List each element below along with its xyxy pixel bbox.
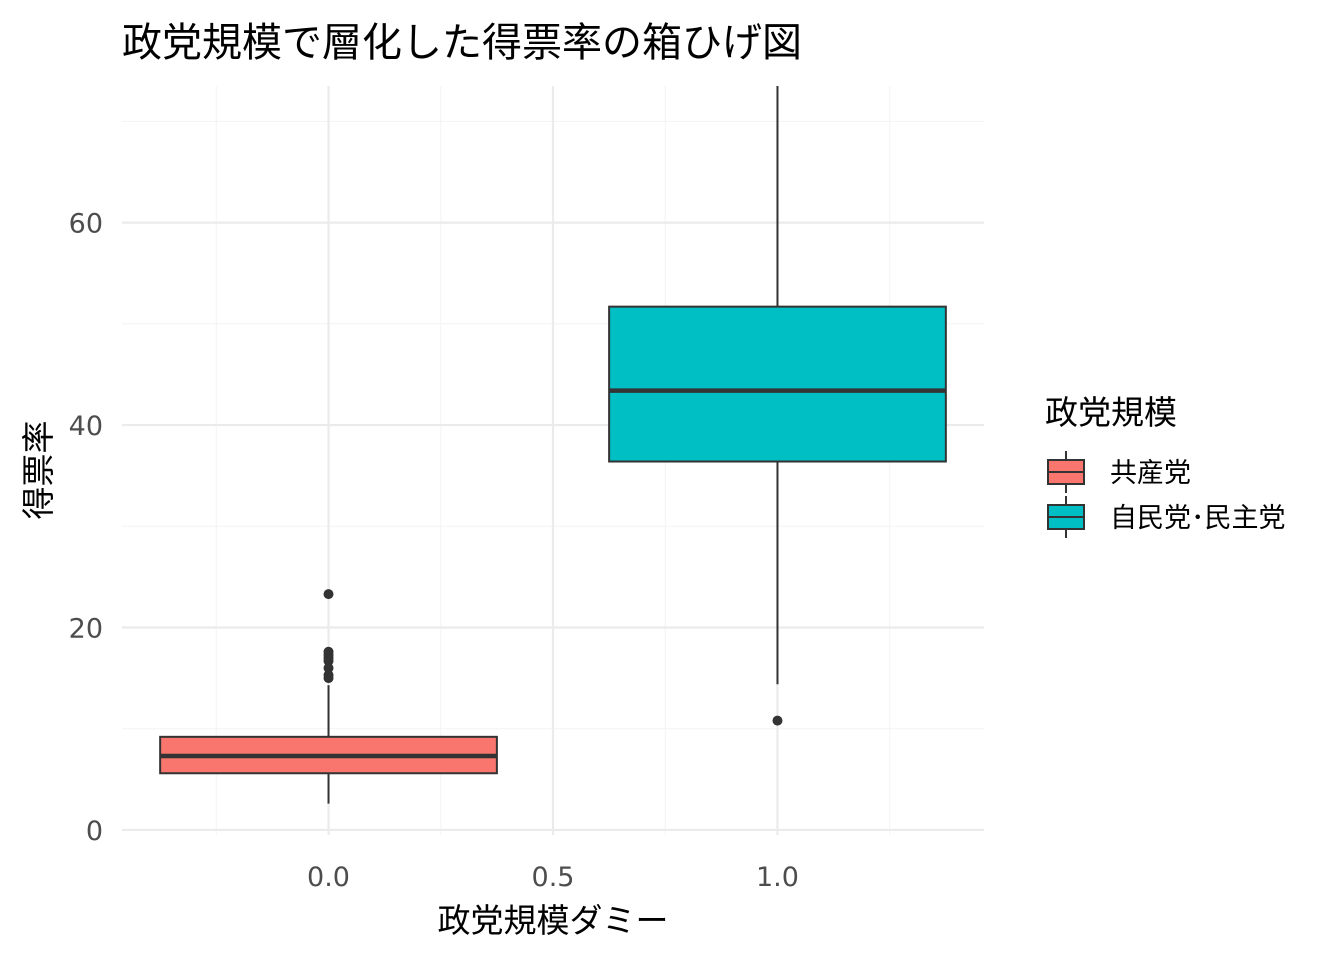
legend-title: 政党規模 bbox=[1045, 393, 1177, 432]
x-tick-label: 1.0 bbox=[756, 862, 799, 893]
x-tick-label: 0.0 bbox=[307, 862, 350, 893]
outlier-point bbox=[323, 655, 334, 666]
box-group-1 bbox=[608, 86, 947, 726]
y-axis-title: 得票率 bbox=[19, 421, 58, 520]
outlier-point bbox=[323, 673, 334, 684]
outlier-point bbox=[323, 662, 334, 673]
y-tick-label: 20 bbox=[69, 614, 103, 645]
legend-item-0: 共産党 bbox=[1047, 451, 1191, 493]
tick-labels: 0 20 40 60 0.0 0.5 1.0 bbox=[69, 209, 799, 893]
box bbox=[608, 305, 947, 463]
legend-label: 共産党 bbox=[1110, 458, 1191, 489]
outlier-point bbox=[323, 589, 334, 600]
legend-label: 自民党･民主党 bbox=[1110, 503, 1286, 534]
y-tick-label: 60 bbox=[69, 209, 103, 240]
y-tick-label: 0 bbox=[86, 816, 103, 847]
outlier-point bbox=[772, 715, 783, 726]
x-axis-title: 政党規模ダミー bbox=[438, 901, 669, 940]
legend-item-1: 自民党･民主党 bbox=[1047, 496, 1286, 538]
box-layer bbox=[159, 86, 947, 804]
chart-title: 政党規模で層化した得票率の箱ひげ図 bbox=[122, 20, 802, 66]
x-tick-label: 0.5 bbox=[532, 862, 575, 893]
y-tick-label: 40 bbox=[69, 411, 103, 442]
box-group-0 bbox=[159, 589, 498, 804]
